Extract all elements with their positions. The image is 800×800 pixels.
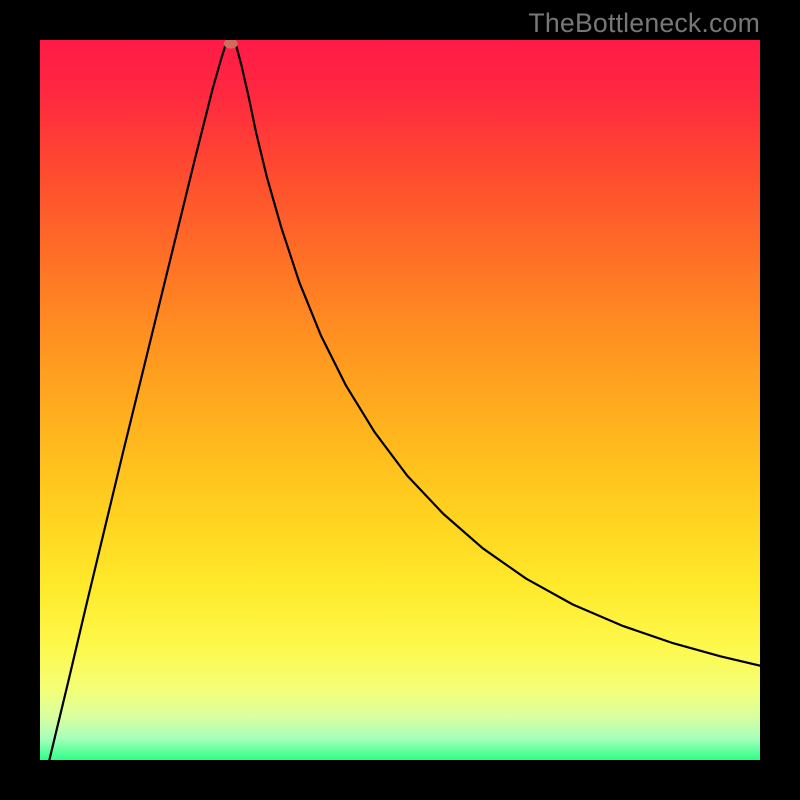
plot-area — [40, 40, 760, 760]
watermark-text: TheBottleneck.com — [528, 8, 760, 39]
bottleneck-curve — [49, 40, 760, 760]
outer-frame: TheBottleneck.com — [0, 0, 800, 800]
curve-layer — [40, 40, 760, 760]
